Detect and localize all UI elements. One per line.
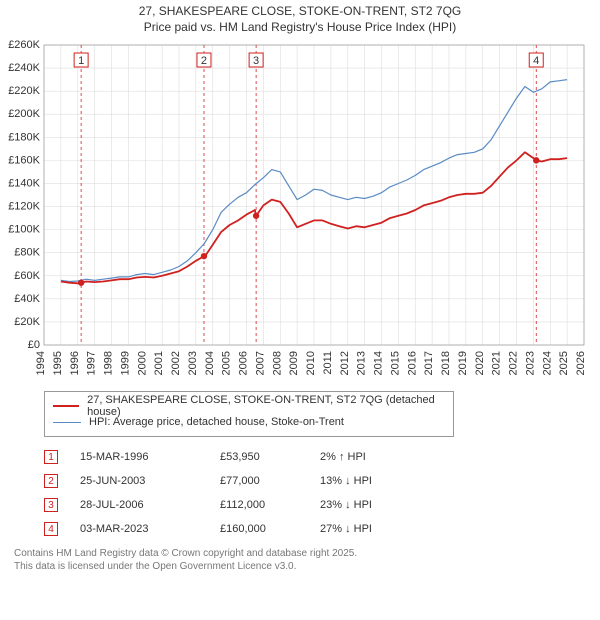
sale-table: 1 15-MAR-1996 £53,950 2% ↑ HPI 2 25-JUN-… [44, 445, 594, 541]
svg-text:£140K: £140K [8, 178, 40, 190]
legend-label: 27, SHAKESPEARE CLOSE, STOKE-ON-TRENT, S… [87, 394, 445, 418]
svg-text:2002: 2002 [170, 351, 182, 375]
sale-date: 25-JUN-2003 [80, 475, 220, 487]
svg-text:2005: 2005 [221, 351, 233, 375]
sale-row: 3 28-JUL-2006 £112,000 23% ↓ HPI [44, 493, 594, 517]
sale-row: 4 03-MAR-2023 £160,000 27% ↓ HPI [44, 517, 594, 541]
svg-text:£240K: £240K [8, 62, 40, 74]
sale-marker: 3 [44, 498, 58, 512]
svg-text:2023: 2023 [524, 351, 536, 375]
svg-text:2026: 2026 [575, 351, 587, 375]
sale-marker: 1 [44, 450, 58, 464]
svg-text:2019: 2019 [457, 351, 469, 375]
svg-text:2024: 2024 [541, 351, 553, 375]
sale-price: £112,000 [220, 499, 320, 511]
svg-text:2003: 2003 [187, 351, 199, 375]
line-chart-svg: £0 £20K £40K £60K £80K £100K £120K £140K £160K £1… [6, 39, 590, 385]
arrow-up-icon: ↑ [339, 451, 345, 463]
svg-text:£180K: £180K [8, 131, 40, 143]
svg-text:2018: 2018 [440, 351, 452, 375]
svg-text:2015: 2015 [389, 351, 401, 375]
sale-date: 03-MAR-2023 [80, 523, 220, 535]
svg-text:2022: 2022 [508, 351, 520, 375]
svg-text:2014: 2014 [373, 351, 385, 375]
legend-swatch [53, 405, 79, 407]
sale-row: 1 15-MAR-1996 £53,950 2% ↑ HPI [44, 445, 594, 469]
svg-text:2006: 2006 [238, 351, 250, 375]
sale-row: 2 25-JUN-2003 £77,000 13% ↓ HPI [44, 469, 594, 493]
sale-diff: 23% ↓ HPI [320, 499, 460, 511]
svg-text:2010: 2010 [305, 351, 317, 375]
svg-text:2009: 2009 [288, 351, 300, 375]
svg-text:2008: 2008 [271, 351, 283, 375]
sale-price: £53,950 [220, 451, 320, 463]
arrow-down-icon: ↓ [345, 499, 351, 511]
svg-text:2020: 2020 [474, 351, 486, 375]
sale-price: £160,000 [220, 523, 320, 535]
svg-text:2016: 2016 [406, 351, 418, 375]
legend-swatch [53, 422, 81, 423]
svg-text:£40K: £40K [14, 293, 40, 305]
svg-text:1994: 1994 [35, 351, 47, 375]
svg-text:1995: 1995 [52, 351, 64, 375]
footer-line: Contains HM Land Registry data © Crown c… [14, 547, 594, 560]
svg-text:£260K: £260K [8, 39, 40, 51]
svg-text:2004: 2004 [204, 351, 216, 375]
svg-text:3: 3 [253, 55, 259, 67]
svg-text:1997: 1997 [86, 351, 98, 375]
svg-text:£160K: £160K [8, 155, 40, 167]
sale-marker: 2 [44, 474, 58, 488]
arrow-down-icon: ↓ [345, 475, 351, 487]
footer-credits: Contains HM Land Registry data © Crown c… [14, 547, 594, 573]
svg-text:4: 4 [533, 55, 539, 67]
svg-text:2025: 2025 [558, 351, 570, 375]
sale-diff: 2% ↑ HPI [320, 451, 460, 463]
svg-text:£60K: £60K [14, 270, 40, 282]
svg-text:£200K: £200K [8, 108, 40, 120]
svg-text:2017: 2017 [423, 351, 435, 375]
title-address: 27, SHAKESPEARE CLOSE, STOKE-ON-TRENT, S… [6, 4, 594, 20]
title-block: 27, SHAKESPEARE CLOSE, STOKE-ON-TRENT, S… [6, 4, 594, 35]
footer-line: This data is licensed under the Open Gov… [14, 560, 594, 573]
svg-text:1996: 1996 [69, 351, 81, 375]
svg-text:2021: 2021 [491, 351, 503, 375]
sale-date: 15-MAR-1996 [80, 451, 220, 463]
svg-text:2001: 2001 [153, 351, 165, 375]
svg-text:1999: 1999 [119, 351, 131, 375]
sale-diff: 13% ↓ HPI [320, 475, 460, 487]
svg-text:2000: 2000 [136, 351, 148, 375]
title-subtitle: Price paid vs. HM Land Registry's House … [6, 20, 594, 36]
sale-diff: 27% ↓ HPI [320, 523, 460, 535]
svg-text:£20K: £20K [14, 316, 40, 328]
legend: 27, SHAKESPEARE CLOSE, STOKE-ON-TRENT, S… [44, 391, 454, 437]
svg-text:2012: 2012 [339, 351, 351, 375]
chart-area: £0 £20K £40K £60K £80K £100K £120K £140K £160K £1… [6, 39, 590, 385]
chart-container: 27, SHAKESPEARE CLOSE, STOKE-ON-TRENT, S… [0, 0, 600, 620]
sale-marker: 4 [44, 522, 58, 536]
svg-text:2: 2 [201, 55, 207, 67]
arrow-down-icon: ↓ [345, 523, 351, 535]
svg-text:£220K: £220K [8, 85, 40, 97]
sale-date: 28-JUL-2006 [80, 499, 220, 511]
svg-text:£80K: £80K [14, 247, 40, 259]
svg-text:£100K: £100K [8, 224, 40, 236]
legend-label: HPI: Average price, detached house, Stok… [89, 416, 344, 428]
sale-price: £77,000 [220, 475, 320, 487]
svg-text:2007: 2007 [254, 351, 266, 375]
svg-text:2011: 2011 [322, 351, 334, 375]
svg-text:£120K: £120K [8, 201, 40, 213]
svg-text:1: 1 [78, 55, 84, 67]
svg-text:1998: 1998 [103, 351, 115, 375]
svg-text:2013: 2013 [356, 351, 368, 375]
svg-text:£0: £0 [28, 339, 40, 351]
legend-item: 27, SHAKESPEARE CLOSE, STOKE-ON-TRENT, S… [53, 398, 445, 414]
